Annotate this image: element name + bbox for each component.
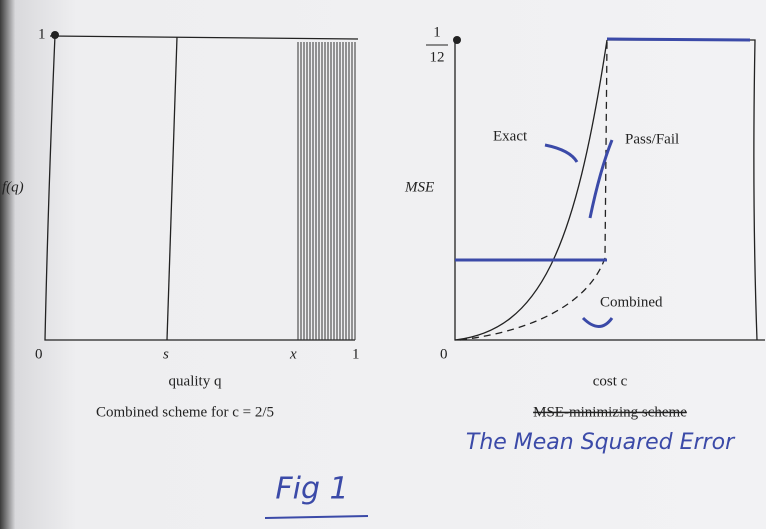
y-label: f(q) [2,179,24,195]
caption-struck: MSE-minimizing scheme [533,404,687,420]
y-tick: 0 [440,346,448,362]
curve-label: Combined [600,294,663,310]
x-label: cost c [593,373,628,389]
x-tick: s [163,346,169,362]
curve-label: Pass/Fail [625,131,679,147]
hatched-region [297,42,357,340]
y-tick-den: 12 [430,49,445,65]
x-tick: 1 [352,346,360,362]
dot [453,36,461,44]
dot [51,31,59,39]
fig-label: Fig 1 [275,472,348,507]
y-tick-num: 1 [433,24,441,40]
caption-handwritten: The Mean Squared Error [466,430,736,455]
curve-label: Exact [493,128,528,144]
photo: 1 f(q) 0 s x 1 quality q Combined scheme… [0,0,766,529]
pass-fail-top [607,39,750,40]
x-label: quality q [169,373,222,389]
x-tick: x [289,346,297,362]
y-tick: 1 [38,26,46,42]
y-label: MSE [404,179,434,195]
caption: Combined scheme for c = 2/5 [96,404,274,420]
page: {"left_panel": {"y_tick_top": "1", "y_la… [0,0,766,529]
x-tick: 0 [35,346,43,362]
